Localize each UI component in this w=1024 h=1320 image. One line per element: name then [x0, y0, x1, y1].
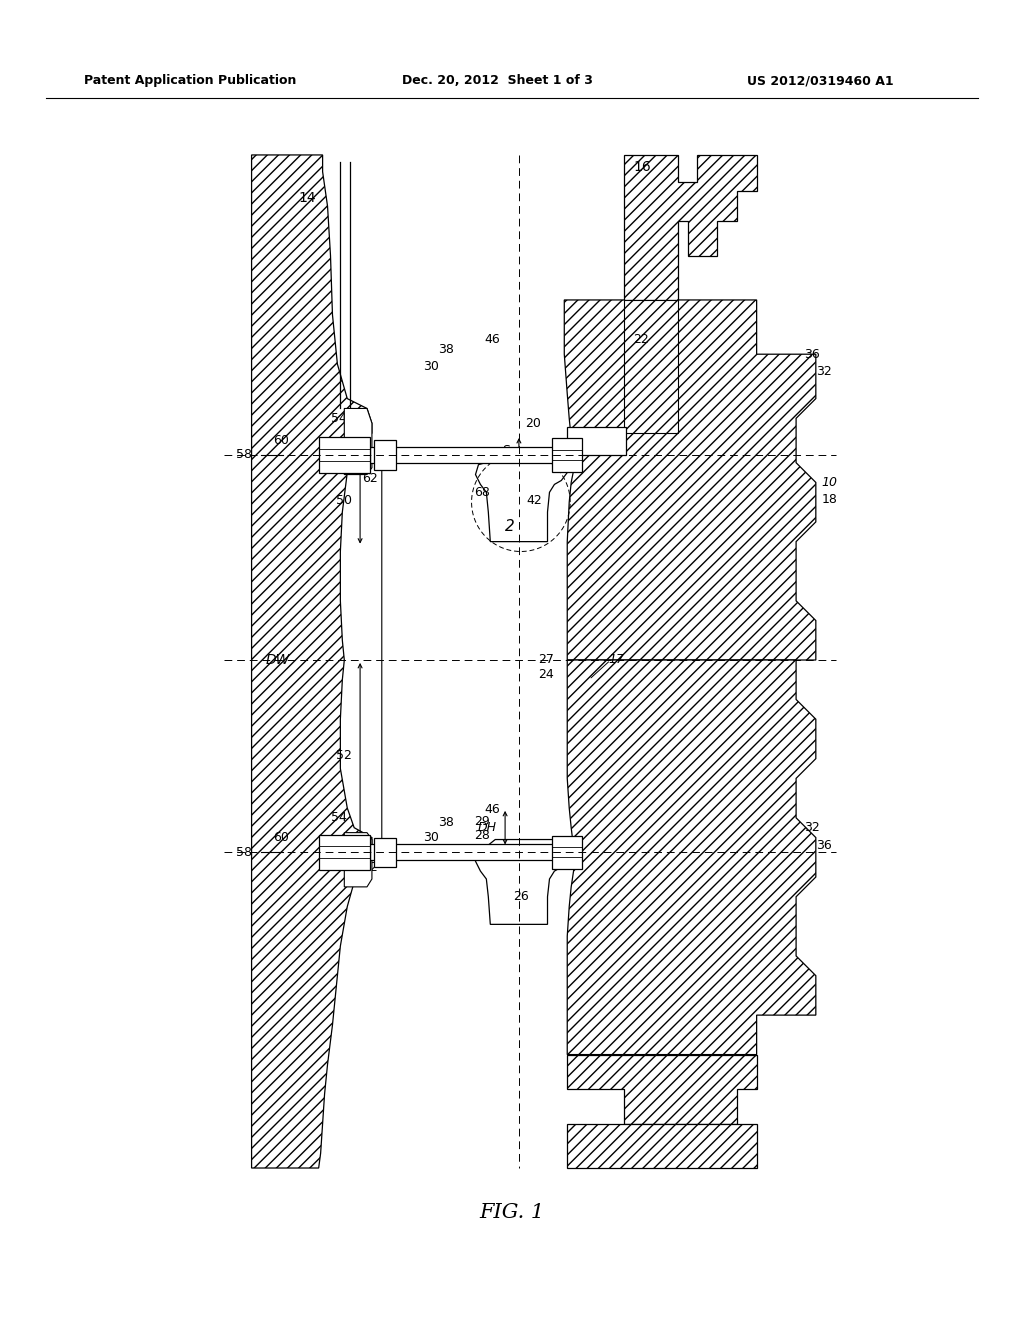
Polygon shape [344, 408, 372, 475]
Text: 60: 60 [273, 832, 289, 843]
Bar [552, 438, 582, 471]
Text: 17: 17 [608, 653, 625, 667]
Bar [374, 440, 395, 470]
Text: 26: 26 [513, 890, 528, 903]
Text: 14: 14 [298, 191, 315, 206]
Text: Patent Application Publication: Patent Application Publication [84, 74, 296, 87]
Text: 30: 30 [423, 359, 439, 372]
Text: FIG. 1: FIG. 1 [479, 1203, 545, 1222]
Polygon shape [567, 1055, 757, 1123]
Text: 27: 27 [538, 653, 554, 667]
Polygon shape [567, 660, 816, 1055]
Text: 38: 38 [438, 816, 454, 829]
Text: 22: 22 [633, 333, 649, 346]
Text: 30: 30 [423, 832, 439, 843]
Bar [370, 447, 567, 463]
Text: 62: 62 [362, 861, 378, 874]
Text: 16: 16 [633, 160, 651, 174]
Bar [318, 834, 370, 870]
Polygon shape [625, 154, 757, 300]
Text: 32: 32 [816, 366, 831, 379]
Polygon shape [475, 840, 567, 924]
Text: 62: 62 [362, 473, 378, 484]
Text: 24: 24 [538, 668, 553, 681]
Text: 36: 36 [816, 840, 831, 851]
Polygon shape [344, 833, 372, 887]
Text: 52: 52 [336, 750, 352, 762]
Text: 32: 32 [804, 821, 820, 834]
Text: 68: 68 [474, 486, 490, 499]
Bar [370, 845, 567, 861]
Text: 28: 28 [474, 829, 490, 842]
Text: 2: 2 [505, 519, 515, 535]
Polygon shape [252, 154, 372, 1168]
Text: 18: 18 [821, 492, 838, 506]
Text: 10: 10 [821, 477, 838, 488]
Text: US 2012/0319460 A1: US 2012/0319460 A1 [746, 74, 893, 87]
Text: DH: DH [477, 821, 497, 834]
Text: 29: 29 [474, 816, 490, 828]
Text: 20: 20 [525, 417, 541, 430]
Text: DW: DW [266, 653, 291, 667]
Bar [567, 428, 627, 455]
Text: S: S [502, 445, 510, 457]
Text: 36: 36 [804, 347, 820, 360]
Text: 54: 54 [332, 412, 347, 425]
Text: 50: 50 [336, 494, 352, 507]
Text: 42: 42 [526, 494, 543, 507]
Polygon shape [567, 1123, 757, 1168]
Bar [374, 838, 395, 867]
Text: 54: 54 [332, 812, 347, 824]
Bar [552, 836, 582, 869]
Polygon shape [475, 455, 567, 541]
Bar [318, 437, 370, 473]
Text: 58: 58 [236, 449, 252, 461]
Text: 58: 58 [236, 846, 252, 859]
Text: 60: 60 [273, 433, 289, 446]
Text: 46: 46 [484, 804, 500, 817]
Polygon shape [564, 300, 816, 660]
Text: 38: 38 [438, 343, 454, 356]
Polygon shape [625, 300, 678, 433]
Text: Dec. 20, 2012  Sheet 1 of 3: Dec. 20, 2012 Sheet 1 of 3 [401, 74, 593, 87]
Text: 46: 46 [484, 333, 500, 346]
